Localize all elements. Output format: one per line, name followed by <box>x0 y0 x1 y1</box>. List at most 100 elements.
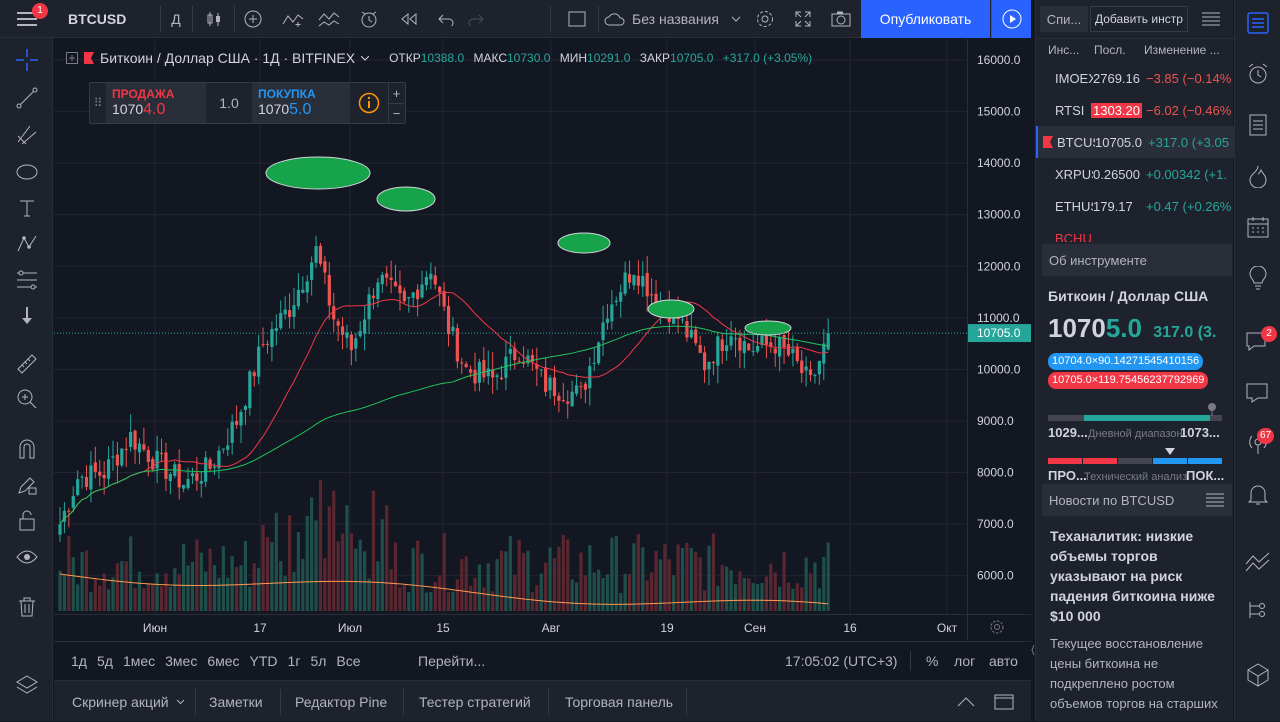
streams-button[interactable]: 67 <box>1235 424 1280 464</box>
indicators-icon[interactable] <box>278 0 308 38</box>
range-button-6[interactable]: 1г <box>287 653 301 669</box>
watchlist-row[interactable]: XRPUSD0.26500 +0.00342 (+1. <box>1036 158 1234 190</box>
col-change[interactable]: Изменение ... <box>1144 43 1220 57</box>
price-axis[interactable] <box>967 39 1031 640</box>
patterns-tool[interactable] <box>0 227 53 261</box>
tab-strategy-tester[interactable]: Тестер стратегий <box>419 693 531 710</box>
add-indicator-icon[interactable] <box>238 0 268 38</box>
range-button-8[interactable]: Все <box>336 653 361 669</box>
technical-analysis[interactable]: ПРО... Технический анализ ПОК... <box>1048 468 1234 484</box>
range-button-4[interactable]: 6мес <box>207 653 240 669</box>
prediction-tool[interactable] <box>0 263 53 297</box>
watchlist-row[interactable]: BTCUSD10705.0 +317.0 (+3.05 <box>1036 126 1234 158</box>
sell-button[interactable]: ПРОДАЖА 10704.0 <box>106 83 206 123</box>
ruler-tool[interactable] <box>0 347 53 381</box>
tab-pine-editor[interactable]: Редактор Pine <box>295 693 388 710</box>
tab-screener[interactable]: Скринер акций <box>72 681 185 722</box>
publish-button[interactable]: Опубликовать <box>861 0 990 38</box>
list-options-button[interactable] <box>1192 6 1230 32</box>
time-axis[interactable] <box>54 614 1031 640</box>
col-last[interactable]: Посл. <box>1094 43 1126 57</box>
collapse-icon[interactable] <box>66 52 78 64</box>
details-header[interactable]: Об инструменте <box>1042 244 1232 276</box>
flag-icon[interactable] <box>84 52 94 64</box>
visibility-tool[interactable] <box>0 540 53 574</box>
quantity-input[interactable]: 1.0 <box>219 95 239 111</box>
lock-tool[interactable] <box>0 504 53 538</box>
range-button-7[interactable]: 5л <box>310 653 327 669</box>
collapse-panel-button[interactable] <box>957 681 975 722</box>
undo-icon[interactable] <box>432 0 460 38</box>
text-tool[interactable] <box>0 191 53 225</box>
ticker-tape-button[interactable] <box>1235 542 1280 582</box>
plus-button[interactable]: + <box>392 85 401 101</box>
candles-icon[interactable] <box>198 0 230 38</box>
calendar-button[interactable] <box>1235 207 1280 247</box>
chats-button[interactable]: 2 <box>1235 322 1280 362</box>
news-header[interactable]: Новости по BTCUSD <box>1042 484 1232 516</box>
flag-icon[interactable] <box>1043 136 1053 148</box>
delete-tool[interactable] <box>0 590 53 624</box>
ideas-button[interactable] <box>1235 258 1280 298</box>
watchlist-menu-button[interactable]: Спи... <box>1040 6 1088 32</box>
add-symbol-input[interactable]: Добавить инстр <box>1090 6 1188 32</box>
range-button-1[interactable]: 5д <box>96 653 113 669</box>
gear-icon[interactable] <box>750 0 780 38</box>
object-tree-tool[interactable] <box>0 668 53 702</box>
watchlist-row[interactable]: BCHUSD <box>1036 222 1234 243</box>
buy-button[interactable]: ПОКУПКА 10705.0 <box>252 83 350 123</box>
messages-button[interactable] <box>1235 373 1280 413</box>
info-button[interactable] <box>350 83 388 123</box>
watchlist-row[interactable]: IMOEX 2769.16 −3.85 (−0.14% <box>1036 62 1234 94</box>
help-button[interactable] <box>1235 655 1280 695</box>
minus-button[interactable]: − <box>389 103 404 123</box>
shapes-tool[interactable] <box>0 155 53 189</box>
expand-icon[interactable] <box>788 0 818 38</box>
price-chart[interactable]: 16000.0 15000.0 14000.0 13000.0 12000.0 11000… <box>54 39 1031 640</box>
goto-date-button[interactable]: Перейти... <box>418 653 486 669</box>
drag-handle-icon[interactable]: ⠿ <box>93 96 103 110</box>
chevron-down-icon[interactable] <box>361 55 370 61</box>
range-button-5[interactable]: YTD <box>249 653 278 669</box>
interval-button[interactable]: Д <box>171 11 181 27</box>
sidebar-collapse-handle[interactable] <box>1031 640 1035 660</box>
percent-toggle[interactable]: % <box>926 653 939 669</box>
object-tree-button[interactable] <box>1235 590 1280 630</box>
range-button-3[interactable]: 3мес <box>165 653 198 669</box>
trendline-tool[interactable] <box>0 81 53 115</box>
chart-settings-button[interactable] <box>984 617 1010 637</box>
replay-icon[interactable] <box>394 0 424 38</box>
layout-menu[interactable]: Без названия <box>604 0 744 38</box>
zoom-tool[interactable] <box>0 382 53 416</box>
alerts-sidebar-button[interactable] <box>1235 54 1280 94</box>
alert-icon[interactable] <box>354 0 384 38</box>
fullscreen-layout-icon[interactable] <box>562 0 592 38</box>
redo-icon[interactable] <box>462 0 490 38</box>
watchlist-sidebar-button[interactable] <box>1235 3 1280 43</box>
list-icon[interactable] <box>1206 493 1224 507</box>
tab-notes[interactable]: Заметки <box>209 693 263 710</box>
chart-pane[interactable]: 16000.0 15000.0 14000.0 13000.0 12000.0 11000… <box>54 39 1031 640</box>
menu-button[interactable]: 1 <box>0 0 53 38</box>
legend-title[interactable]: Биткоин / Доллар США · 1Д · BITFINEX <box>100 50 356 66</box>
maximize-panel-button[interactable] <box>994 681 1014 722</box>
camera-icon[interactable] <box>826 0 856 38</box>
notifications-button[interactable] <box>1235 475 1280 515</box>
watchlist-row[interactable]: ETHUSD179.17 +0.47 (+0.26% <box>1036 190 1234 222</box>
range-button-2[interactable]: 1мес <box>122 653 156 669</box>
watchlist-row[interactable]: RTSI 1303.20 −6.02 (−0.46% <box>1036 94 1234 126</box>
symbol-search[interactable]: BTCUSD <box>68 11 127 27</box>
data-window-button[interactable] <box>1235 105 1280 145</box>
tab-trading-panel[interactable]: Торговая панель <box>565 693 674 710</box>
col-symbol[interactable]: Инс... <box>1048 43 1080 57</box>
auto-toggle[interactable]: авто <box>989 653 1018 669</box>
compare-icon[interactable] <box>314 0 344 38</box>
hotlist-button[interactable] <box>1235 156 1280 196</box>
pitchfork-tool[interactable] <box>0 118 53 152</box>
arrow-tool[interactable] <box>0 299 53 333</box>
crosshair-tool[interactable] <box>0 43 53 77</box>
magnet-tool[interactable] <box>0 432 53 466</box>
drawing-mode-tool[interactable] <box>0 468 53 502</box>
log-toggle[interactable]: лог <box>954 653 976 669</box>
clock-display[interactable]: 17:05:02 (UTC+3) <box>785 653 898 669</box>
